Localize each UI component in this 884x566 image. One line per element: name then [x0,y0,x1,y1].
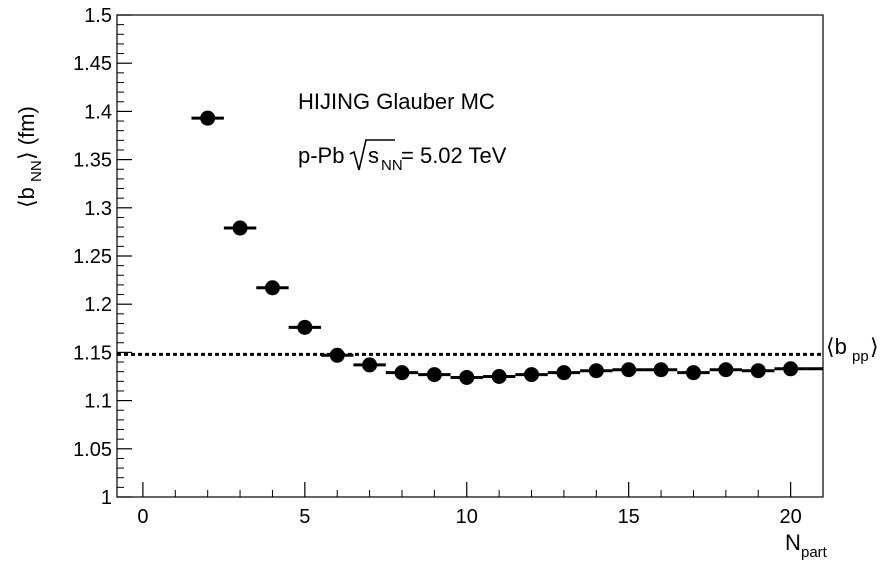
point-marker [556,365,572,381]
plot-frame [116,14,824,498]
point-marker [297,319,313,335]
data-point [418,367,451,383]
data-series [191,110,823,385]
y-tick-label: 1.15 [73,342,112,364]
point-marker [685,365,701,381]
data-point [612,362,645,378]
point-marker [653,362,669,378]
data-point [709,362,743,378]
y-tick-label: 1.3 [84,198,112,220]
point-marker [329,347,345,363]
x-tick-label: 15 [618,506,640,528]
sqrt-s: s [368,143,379,168]
y-axis-title-open: ⟨b [14,187,39,208]
data-point [450,369,483,385]
point-marker [426,367,442,383]
data-point [385,365,419,381]
point-marker [459,369,475,385]
x-tick-label: 20 [779,506,801,528]
data-point [644,362,678,378]
point-marker [718,362,734,378]
data-point [515,367,548,383]
point-marker [783,361,799,377]
data-point [191,110,224,126]
ref-label-subscript: pp [852,348,869,365]
point-marker [264,280,280,296]
data-point [256,280,289,296]
point-marker [524,367,540,383]
y-tick-label: 1.25 [73,246,112,268]
point-marker [621,362,637,378]
annotation-system-prefix: p-Pb [298,143,344,168]
x-axis-title-main: N [785,530,801,555]
data-point [321,347,354,363]
annotation-system: p-Pb s NN = 5.02 TeV [298,139,507,174]
annotation-generator: HIJING Glauber MC [298,89,495,114]
point-marker [232,220,248,236]
y-tick-label: 1 [101,487,112,509]
data-point [677,365,710,381]
data-point [774,361,807,377]
x-tick-label: 10 [456,506,478,528]
x-axis-title: N part [785,530,828,561]
point-marker [394,365,410,381]
x-tick-label: 0 [137,506,148,528]
y-axis-title: ⟨b NN ⟩ (fm) [14,106,45,208]
ref-label-close: ⟩ [870,334,879,359]
x-tick-label: 5 [299,506,310,528]
point-marker [200,110,216,126]
x-axis-title-subscript: part [801,544,828,561]
y-tick-label: 1.05 [73,439,112,461]
y-tick-label: 1.1 [84,391,112,413]
sqrt-sign [349,139,395,171]
data-point [288,319,322,335]
ref-label-open: ⟨b [826,334,847,359]
y-tick-label: 1.5 [84,5,112,27]
data-point [742,363,775,379]
data-point [223,220,257,236]
sqrt-s-subscript: NN [381,157,403,174]
annotation-system-suffix: = 5.02 TeV [401,143,507,168]
axis-ticks: 1 1.05 1.1 1.15 1.2 1.25 1.3 1.35 1.4 1.45 1.5 0 5 10… [73,5,824,528]
point-marker [362,357,378,373]
y-tick-label: 1.45 [73,53,112,75]
plot-area-border [116,14,824,498]
point-marker [588,363,604,379]
point-marker [750,363,766,379]
y-axis-title-close: ⟩ (fm) [14,106,39,160]
data-point [353,357,386,373]
data-point [482,369,516,384]
data-point [580,363,613,379]
y-axis-title-subscript: NN [28,160,45,182]
reference-line-label: ⟨b pp ⟩ [826,334,879,365]
y-tick-label: 1.2 [84,294,112,316]
data-point [547,365,581,381]
point-marker [491,369,507,384]
y-tick-label: 1.35 [73,150,112,172]
y-tick-label: 1.4 [84,101,112,123]
